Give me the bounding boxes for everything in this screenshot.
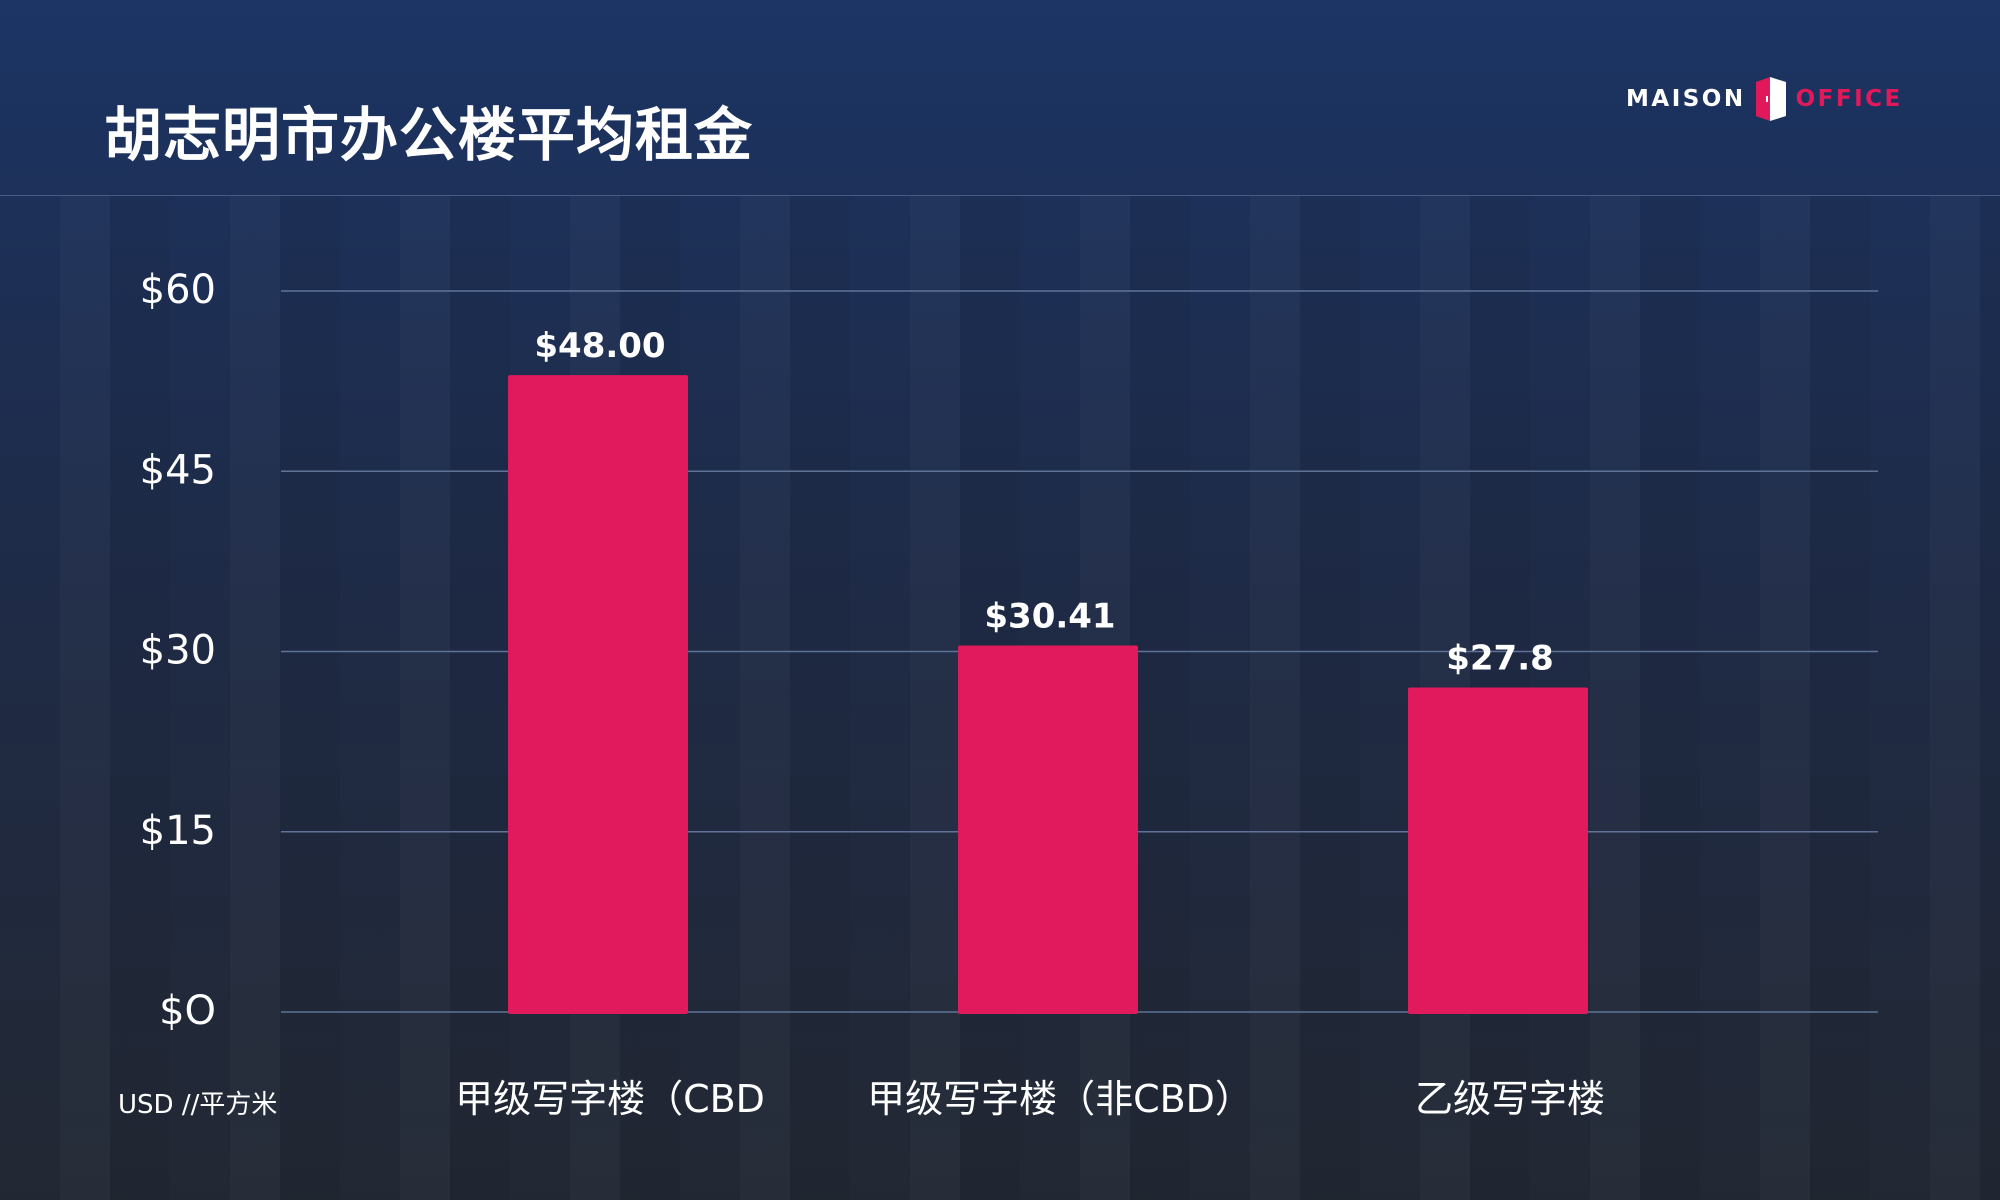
logo-text-maison: MAISON bbox=[1626, 86, 1746, 112]
bar bbox=[958, 645, 1138, 1014]
x-tick-label: 甲级写字楼（非CBD） bbox=[867, 1077, 1253, 1121]
x-tick-label: 乙级写字楼 bbox=[1415, 1077, 1605, 1121]
maison-office-logo: MAISON OFFICE bbox=[1626, 74, 1903, 124]
y-tick-label: $45 bbox=[140, 447, 216, 493]
y-axis-unit-label: USD //平方米 bbox=[118, 1090, 278, 1120]
logo-door-icon bbox=[1755, 77, 1786, 121]
bar-value-label: $27.8 bbox=[1446, 639, 1554, 679]
bar-value-label: $30.41 bbox=[984, 596, 1115, 636]
x-tick-label: 甲级写字楼（CBD bbox=[455, 1077, 765, 1121]
header-divider bbox=[0, 195, 2000, 196]
y-tick-label: $O bbox=[159, 988, 216, 1034]
y-tick-label: $60 bbox=[140, 267, 216, 313]
bar-value-label: $48.00 bbox=[534, 326, 665, 366]
y-tick-label: $15 bbox=[140, 808, 216, 854]
chart-title: 胡志明市办公楼平均租金 bbox=[104, 101, 754, 169]
bar bbox=[508, 375, 688, 1014]
bar bbox=[1408, 687, 1588, 1014]
y-tick-label: $30 bbox=[140, 628, 216, 674]
logo-text-office: OFFICE bbox=[1795, 86, 1903, 112]
